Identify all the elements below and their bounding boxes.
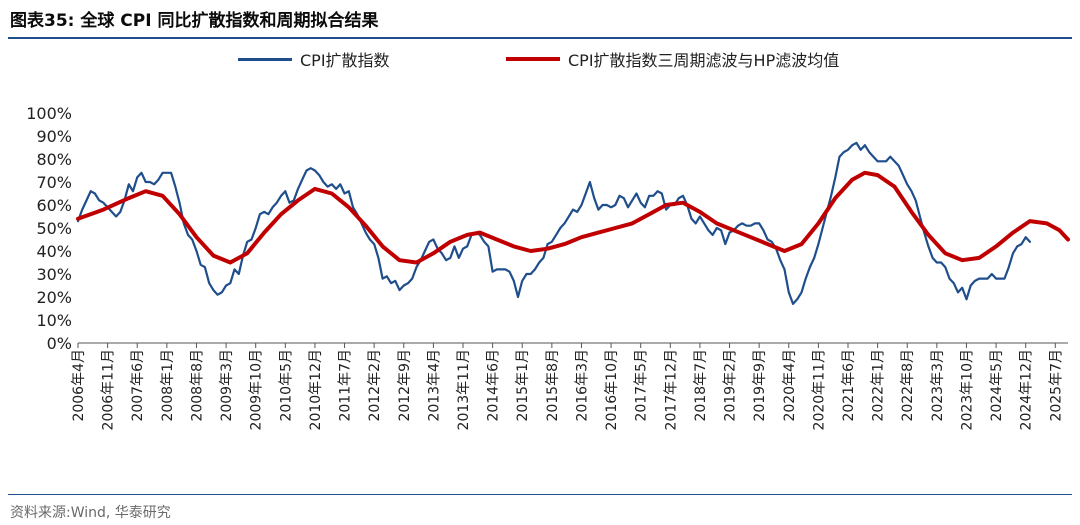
source-note: 资料来源:Wind, 华泰研究: [10, 505, 171, 521]
x-tick-label: 2022年8月: [900, 349, 916, 422]
legend-item-series-1: CPI扩散指数: [238, 44, 390, 74]
x-tick-label: 2023年10月: [959, 349, 975, 430]
x-tick-label: 2023年3月: [930, 349, 946, 422]
y-tick-label: 70%: [36, 173, 72, 192]
x-tick-label: 2008年1月: [160, 349, 176, 422]
x-tick-label: 2012年2月: [367, 349, 383, 422]
x-tick-label: 2016年3月: [574, 349, 590, 422]
x-tick-label: 2014年6月: [486, 349, 502, 422]
chart-legend: CPI扩散指数 CPI扩散指数三周期滤波与HP滤波均值: [0, 44, 1080, 74]
x-tick-label: 2012年9月: [397, 349, 413, 422]
x-tick-label: 2021年6月: [841, 349, 857, 422]
y-tick-label: 30%: [36, 265, 72, 284]
x-tick-label: 2009年3月: [219, 349, 235, 422]
y-tick-label: 10%: [36, 311, 72, 330]
y-tick-label: 50%: [36, 219, 72, 238]
x-tick-label: 2016年10月: [604, 349, 620, 430]
x-tick-label: 2015年8月: [545, 349, 561, 422]
x-tick-label: 2020年4月: [782, 349, 798, 422]
y-tick-label: 0%: [47, 334, 72, 353]
x-tick-label: 2024年5月: [989, 349, 1005, 422]
x-tick-label: 2008年8月: [189, 349, 205, 422]
x-tick-label: 2013年4月: [426, 349, 442, 422]
x-tick-label: 2010年5月: [278, 349, 294, 422]
figure-title: 图表35: 全球 CPI 同比扩散指数和周期拟合结果: [10, 11, 379, 31]
y-tick-label: 60%: [36, 196, 72, 215]
y-tick-label: 20%: [36, 288, 72, 307]
title-bar: 图表35: 全球 CPI 同比扩散指数和周期拟合结果: [8, 0, 1072, 38]
x-tick-label: 2011年7月: [338, 349, 354, 422]
legend-label-series-2: CPI扩散指数三周期滤波与HP滤波均值: [568, 51, 840, 70]
x-tick-label: 2020年11月: [811, 349, 827, 430]
legend-item-series-2: CPI扩散指数三周期滤波与HP滤波均值: [506, 44, 839, 74]
x-tick-label: 2013年11月: [456, 349, 472, 430]
x-tick-label: 2009年10月: [249, 349, 265, 430]
series-line-filtered: [76, 170, 1070, 265]
y-tick-label: 80%: [36, 150, 72, 169]
legend-swatch-series-1: [238, 57, 292, 61]
x-tick-label: 2006年11月: [101, 349, 117, 430]
title-rule: [8, 37, 1072, 39]
x-tick-label: 2010年12月: [308, 349, 324, 430]
x-tick-label: 2017年5月: [634, 349, 650, 422]
series-line-cpi-diffusion: [76, 141, 1031, 305]
x-tick-label: 2024年12月: [1019, 349, 1035, 430]
legend-label-series-1: CPI扩散指数: [300, 51, 390, 70]
y-tick-label: 100%: [26, 104, 72, 123]
x-tick-label: 2022年1月: [871, 349, 887, 422]
x-tick-label: 2025年7月: [1048, 349, 1064, 422]
x-tick-label: 2015年1月: [515, 349, 531, 422]
x-tick-label: 2018年7月: [693, 349, 709, 422]
x-tick-label: 2017年12月: [663, 349, 679, 430]
x-tick-label: 2007年6月: [130, 349, 146, 422]
x-tick-label: 2019年9月: [752, 349, 768, 422]
y-tick-label: 90%: [36, 127, 72, 146]
footer-rule: [8, 494, 1072, 495]
x-tick-label: 2019年2月: [723, 349, 739, 422]
x-tick-label: 2006年4月: [71, 349, 87, 422]
y-tick-label: 40%: [36, 242, 72, 261]
legend-swatch-series-2: [506, 57, 560, 61]
